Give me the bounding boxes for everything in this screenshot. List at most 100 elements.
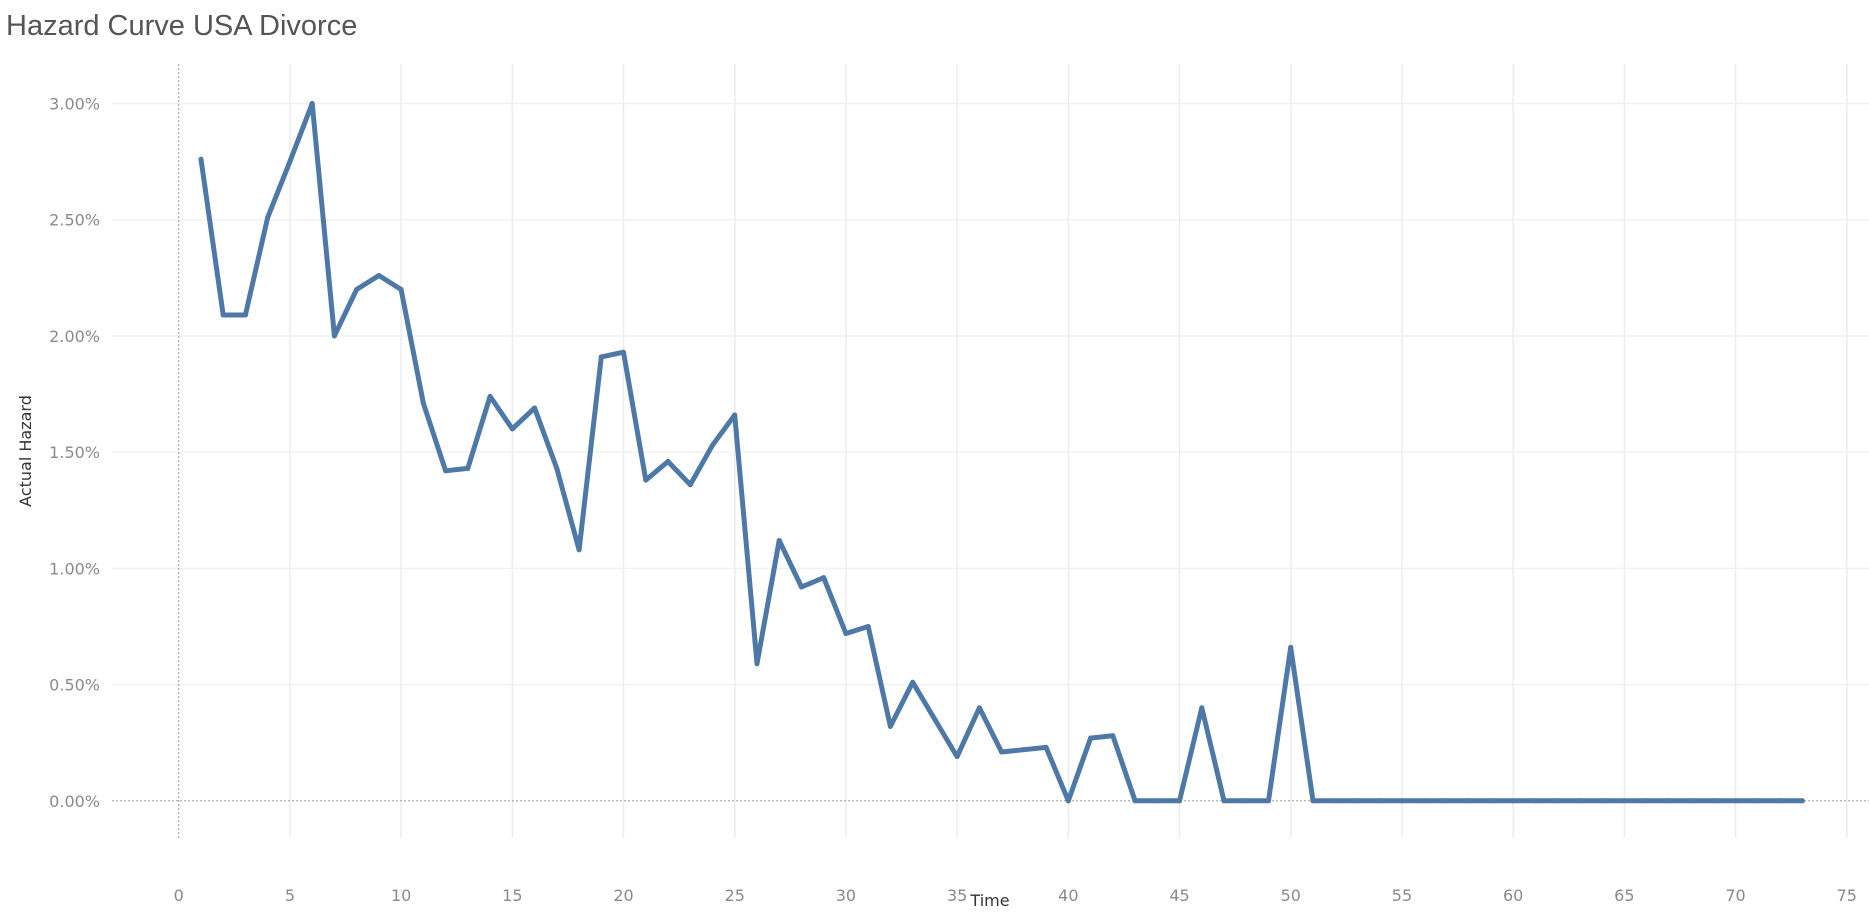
- x-tick-label: 35: [947, 886, 967, 905]
- data-point: [309, 101, 315, 107]
- data-point: [954, 754, 960, 760]
- data-point: [420, 400, 426, 406]
- data-point: [887, 723, 893, 729]
- data-point: [1177, 798, 1183, 804]
- data-point: [732, 412, 738, 418]
- y-tick-label: 3.00%: [49, 95, 100, 114]
- reference-lines: [112, 64, 1869, 838]
- data-point: [331, 333, 337, 339]
- data-point: [576, 547, 582, 553]
- data-point: [865, 623, 871, 629]
- data-point: [754, 661, 760, 667]
- data-point: [643, 477, 649, 483]
- data-point: [265, 214, 271, 220]
- data-point: [443, 468, 449, 474]
- data-point: [1666, 798, 1672, 804]
- y-tick-label: 2.00%: [49, 327, 100, 346]
- data-point: [1021, 747, 1027, 753]
- data-point: [398, 286, 404, 292]
- tick-labels: 0 5 10 15 20 25 30 35 40 45 50 55 60 65 70 75 0.00% 0.50%…: [49, 95, 1857, 905]
- data-point: [198, 156, 204, 162]
- data-point: [621, 349, 627, 355]
- data-point: [709, 442, 715, 448]
- x-tick-label: 15: [502, 886, 522, 905]
- data-point: [465, 465, 471, 471]
- x-tick-label: 60: [1503, 886, 1523, 905]
- x-axis-title: Time: [969, 891, 1009, 910]
- data-point: [687, 482, 693, 488]
- data-point: [1755, 798, 1761, 804]
- series-layer: [198, 101, 1805, 804]
- x-tick-label: 20: [613, 886, 633, 905]
- data-point: [776, 537, 782, 543]
- x-tick-label: 75: [1837, 886, 1857, 905]
- data-point: [932, 716, 938, 722]
- data-point: [509, 426, 515, 432]
- data-point: [1777, 798, 1783, 804]
- data-point: [1710, 798, 1716, 804]
- data-point: [220, 312, 226, 318]
- data-point: [242, 312, 248, 318]
- data-point: [1243, 798, 1249, 804]
- grid-lines: [112, 64, 1869, 838]
- data-point: [487, 393, 493, 399]
- data-point: [976, 705, 982, 711]
- x-tick-label: 65: [1614, 886, 1634, 905]
- y-tick-label: 2.50%: [49, 211, 100, 230]
- y-tick-label: 1.00%: [49, 559, 100, 578]
- data-point: [532, 405, 538, 411]
- data-point: [1555, 798, 1561, 804]
- data-point: [821, 575, 827, 581]
- data-point: [1199, 705, 1205, 711]
- data-point: [1288, 644, 1294, 650]
- data-point: [798, 584, 804, 590]
- data-point: [1221, 798, 1227, 804]
- data-point: [1399, 798, 1405, 804]
- data-point: [376, 273, 382, 279]
- data-point: [1110, 733, 1116, 739]
- data-point: [1421, 798, 1427, 804]
- data-point: [1043, 744, 1049, 750]
- data-point: [1332, 798, 1338, 804]
- x-tick-label: 50: [1281, 886, 1301, 905]
- data-point: [1310, 798, 1316, 804]
- data-point: [843, 630, 849, 636]
- x-tick-label: 45: [1169, 886, 1189, 905]
- data-point: [1466, 798, 1472, 804]
- data-point: [1354, 798, 1360, 804]
- x-tick-label: 70: [1725, 886, 1745, 905]
- data-point: [1154, 798, 1160, 804]
- data-point: [598, 354, 604, 360]
- data-point: [1488, 798, 1494, 804]
- data-point: [354, 286, 360, 292]
- data-point: [1065, 798, 1071, 804]
- data-point: [1644, 798, 1650, 804]
- y-tick-label: 1.50%: [49, 443, 100, 462]
- data-point: [1621, 798, 1627, 804]
- data-point: [1799, 798, 1805, 804]
- x-tick-label: 25: [725, 886, 745, 905]
- data-point: [665, 458, 671, 464]
- data-point: [554, 465, 560, 471]
- x-tick-label: 10: [391, 886, 411, 905]
- x-tick-label: 30: [836, 886, 856, 905]
- data-point: [1577, 798, 1583, 804]
- data-point: [1688, 798, 1694, 804]
- x-tick-label: 40: [1058, 886, 1078, 905]
- data-point: [1088, 735, 1094, 741]
- x-tick-label: 0: [174, 886, 184, 905]
- data-point: [1599, 798, 1605, 804]
- data-point: [1733, 798, 1739, 804]
- data-point: [1377, 798, 1383, 804]
- y-axis-title: Actual Hazard: [16, 395, 35, 507]
- x-tick-label: 55: [1392, 886, 1412, 905]
- y-tick-label: 0.00%: [49, 792, 100, 811]
- chart-title: Hazard Curve USA Divorce: [6, 10, 358, 42]
- data-point: [287, 159, 293, 165]
- data-point: [1266, 798, 1272, 804]
- data-point: [1532, 798, 1538, 804]
- data-point: [1132, 798, 1138, 804]
- data-point: [910, 679, 916, 685]
- data-point: [1443, 798, 1449, 804]
